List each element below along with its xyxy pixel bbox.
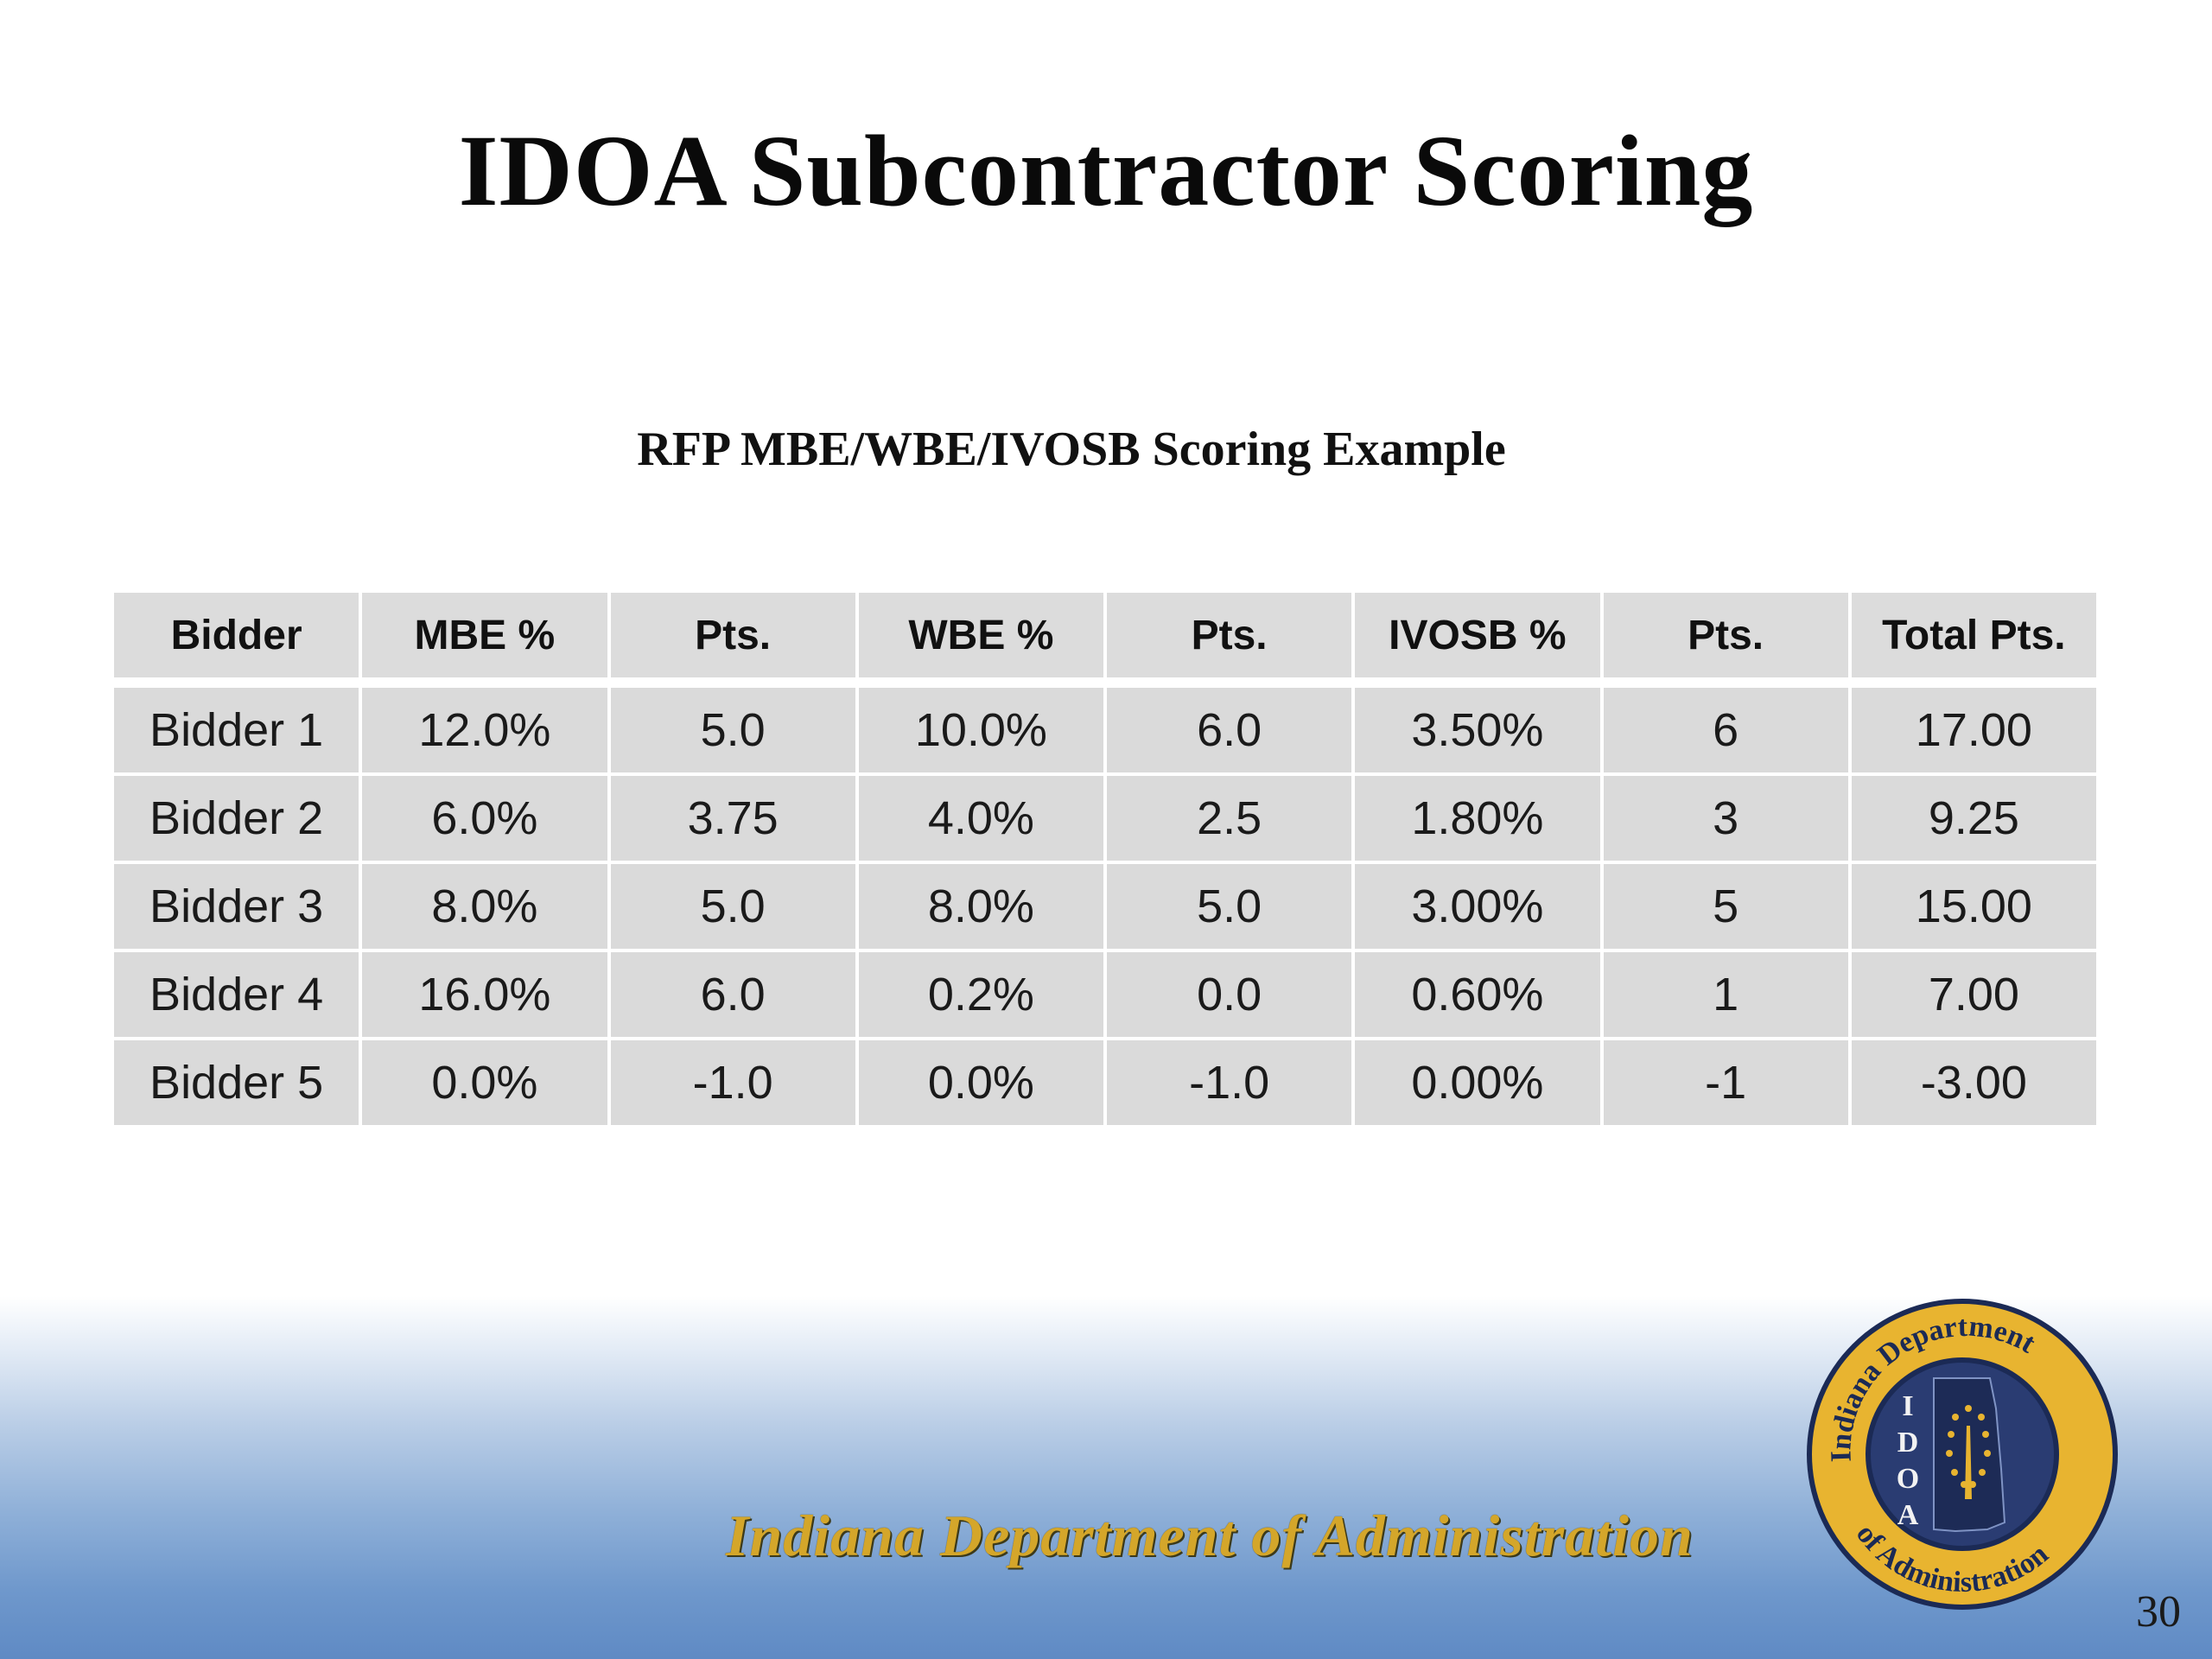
cell-bidder: Bidder 4 (114, 952, 359, 1037)
cell-ivosb-points: 6 (1603, 688, 1848, 772)
header-mbe-percent: MBE % (362, 593, 607, 677)
cell-mbe-percent: 0.0% (362, 1040, 607, 1125)
cell-mbe-points: 5.0 (610, 688, 855, 772)
table-row: Bidder 4 16.0% 6.0 0.2% 0.0 0.60% 1 7.00 (114, 952, 2096, 1037)
cell-ivosb-points: 5 (1603, 864, 1848, 949)
cell-ivosb-points: 1 (1603, 952, 1848, 1037)
cell-mbe-points: 5.0 (610, 864, 855, 949)
cell-total-points: 7.00 (1851, 952, 2096, 1037)
scoring-table: Bidder MBE % Pts. WBE % Pts. IVOSB % Pts… (111, 589, 2100, 1128)
cell-wbe-points: 2.5 (1107, 776, 1352, 861)
table-row: Bidder 2 6.0% 3.75 4.0% 2.5 1.80% 3 9.25 (114, 776, 2096, 861)
seal-letter-a: A (1897, 1499, 1919, 1531)
cell-mbe-percent: 16.0% (362, 952, 607, 1037)
cell-mbe-points: 6.0 (610, 952, 855, 1037)
idoa-seal-logo: I D O A Indiana Department of Administra… (1807, 1299, 2118, 1610)
table-caption: RFP MBE/WBE/IVOSB Scoring Example (637, 423, 1506, 476)
header-bidder: Bidder (114, 593, 359, 677)
torch-icon (1965, 1426, 1972, 1499)
cell-mbe-points: 3.75 (610, 776, 855, 861)
cell-bidder: Bidder 3 (114, 864, 359, 949)
cell-total-points: 9.25 (1851, 776, 2096, 861)
cell-ivosb-percent: 3.50% (1355, 688, 1600, 772)
cell-wbe-points: 0.0 (1107, 952, 1352, 1037)
cell-ivosb-percent: 0.00% (1355, 1040, 1600, 1125)
seal-letter-i: I (1902, 1390, 1913, 1422)
cell-ivosb-percent: 3.00% (1355, 864, 1600, 949)
cell-bidder: Bidder 1 (114, 688, 359, 772)
cell-ivosb-percent: 0.60% (1355, 952, 1600, 1037)
header-total-points: Total Pts. (1851, 593, 2096, 677)
cell-bidder: Bidder 2 (114, 776, 359, 861)
cell-mbe-points: -1.0 (610, 1040, 855, 1125)
cell-mbe-percent: 8.0% (362, 864, 607, 949)
table-header-row: Bidder MBE % Pts. WBE % Pts. IVOSB % Pts… (114, 593, 2096, 677)
slide-title: IDOA Subcontractor Scoring (458, 114, 1754, 227)
cell-ivosb-percent: 1.80% (1355, 776, 1600, 861)
cell-wbe-points: 5.0 (1107, 864, 1352, 949)
header-ivosb-points: Pts. (1603, 593, 1848, 677)
header-mbe-points: Pts. (610, 593, 855, 677)
footer-organization-name: Indiana Department of Administration (726, 1503, 1694, 1568)
cell-wbe-points: -1.0 (1107, 1040, 1352, 1125)
cell-wbe-percent: 0.0% (858, 1040, 1103, 1125)
cell-wbe-points: 6.0 (1107, 688, 1352, 772)
cell-wbe-percent: 8.0% (858, 864, 1103, 949)
table-row: Bidder 5 0.0% -1.0 0.0% -1.0 0.00% -1 -3… (114, 1040, 2096, 1125)
header-ivosb-percent: IVOSB % (1355, 593, 1600, 677)
header-separator (114, 681, 2096, 684)
cell-mbe-percent: 6.0% (362, 776, 607, 861)
cell-total-points: 15.00 (1851, 864, 2096, 949)
seal-letter-d: D (1897, 1427, 1919, 1459)
page-number: 30 (2136, 1587, 2181, 1637)
seal-stars (1946, 1405, 1991, 1488)
cell-total-points: -3.00 (1851, 1040, 2096, 1125)
cell-wbe-percent: 4.0% (858, 776, 1103, 861)
cell-total-points: 17.00 (1851, 688, 2096, 772)
header-wbe-points: Pts. (1107, 593, 1352, 677)
seal-letter-o: O (1897, 1463, 1919, 1495)
cell-mbe-percent: 12.0% (362, 688, 607, 772)
header-wbe-percent: WBE % (858, 593, 1103, 677)
cell-ivosb-points: 3 (1603, 776, 1848, 861)
table-row: Bidder 3 8.0% 5.0 8.0% 5.0 3.00% 5 15.00 (114, 864, 2096, 949)
cell-wbe-percent: 10.0% (858, 688, 1103, 772)
cell-bidder: Bidder 5 (114, 1040, 359, 1125)
cell-ivosb-points: -1 (1603, 1040, 1848, 1125)
cell-wbe-percent: 0.2% (858, 952, 1103, 1037)
table-row: Bidder 1 12.0% 5.0 10.0% 6.0 3.50% 6 17.… (114, 688, 2096, 772)
